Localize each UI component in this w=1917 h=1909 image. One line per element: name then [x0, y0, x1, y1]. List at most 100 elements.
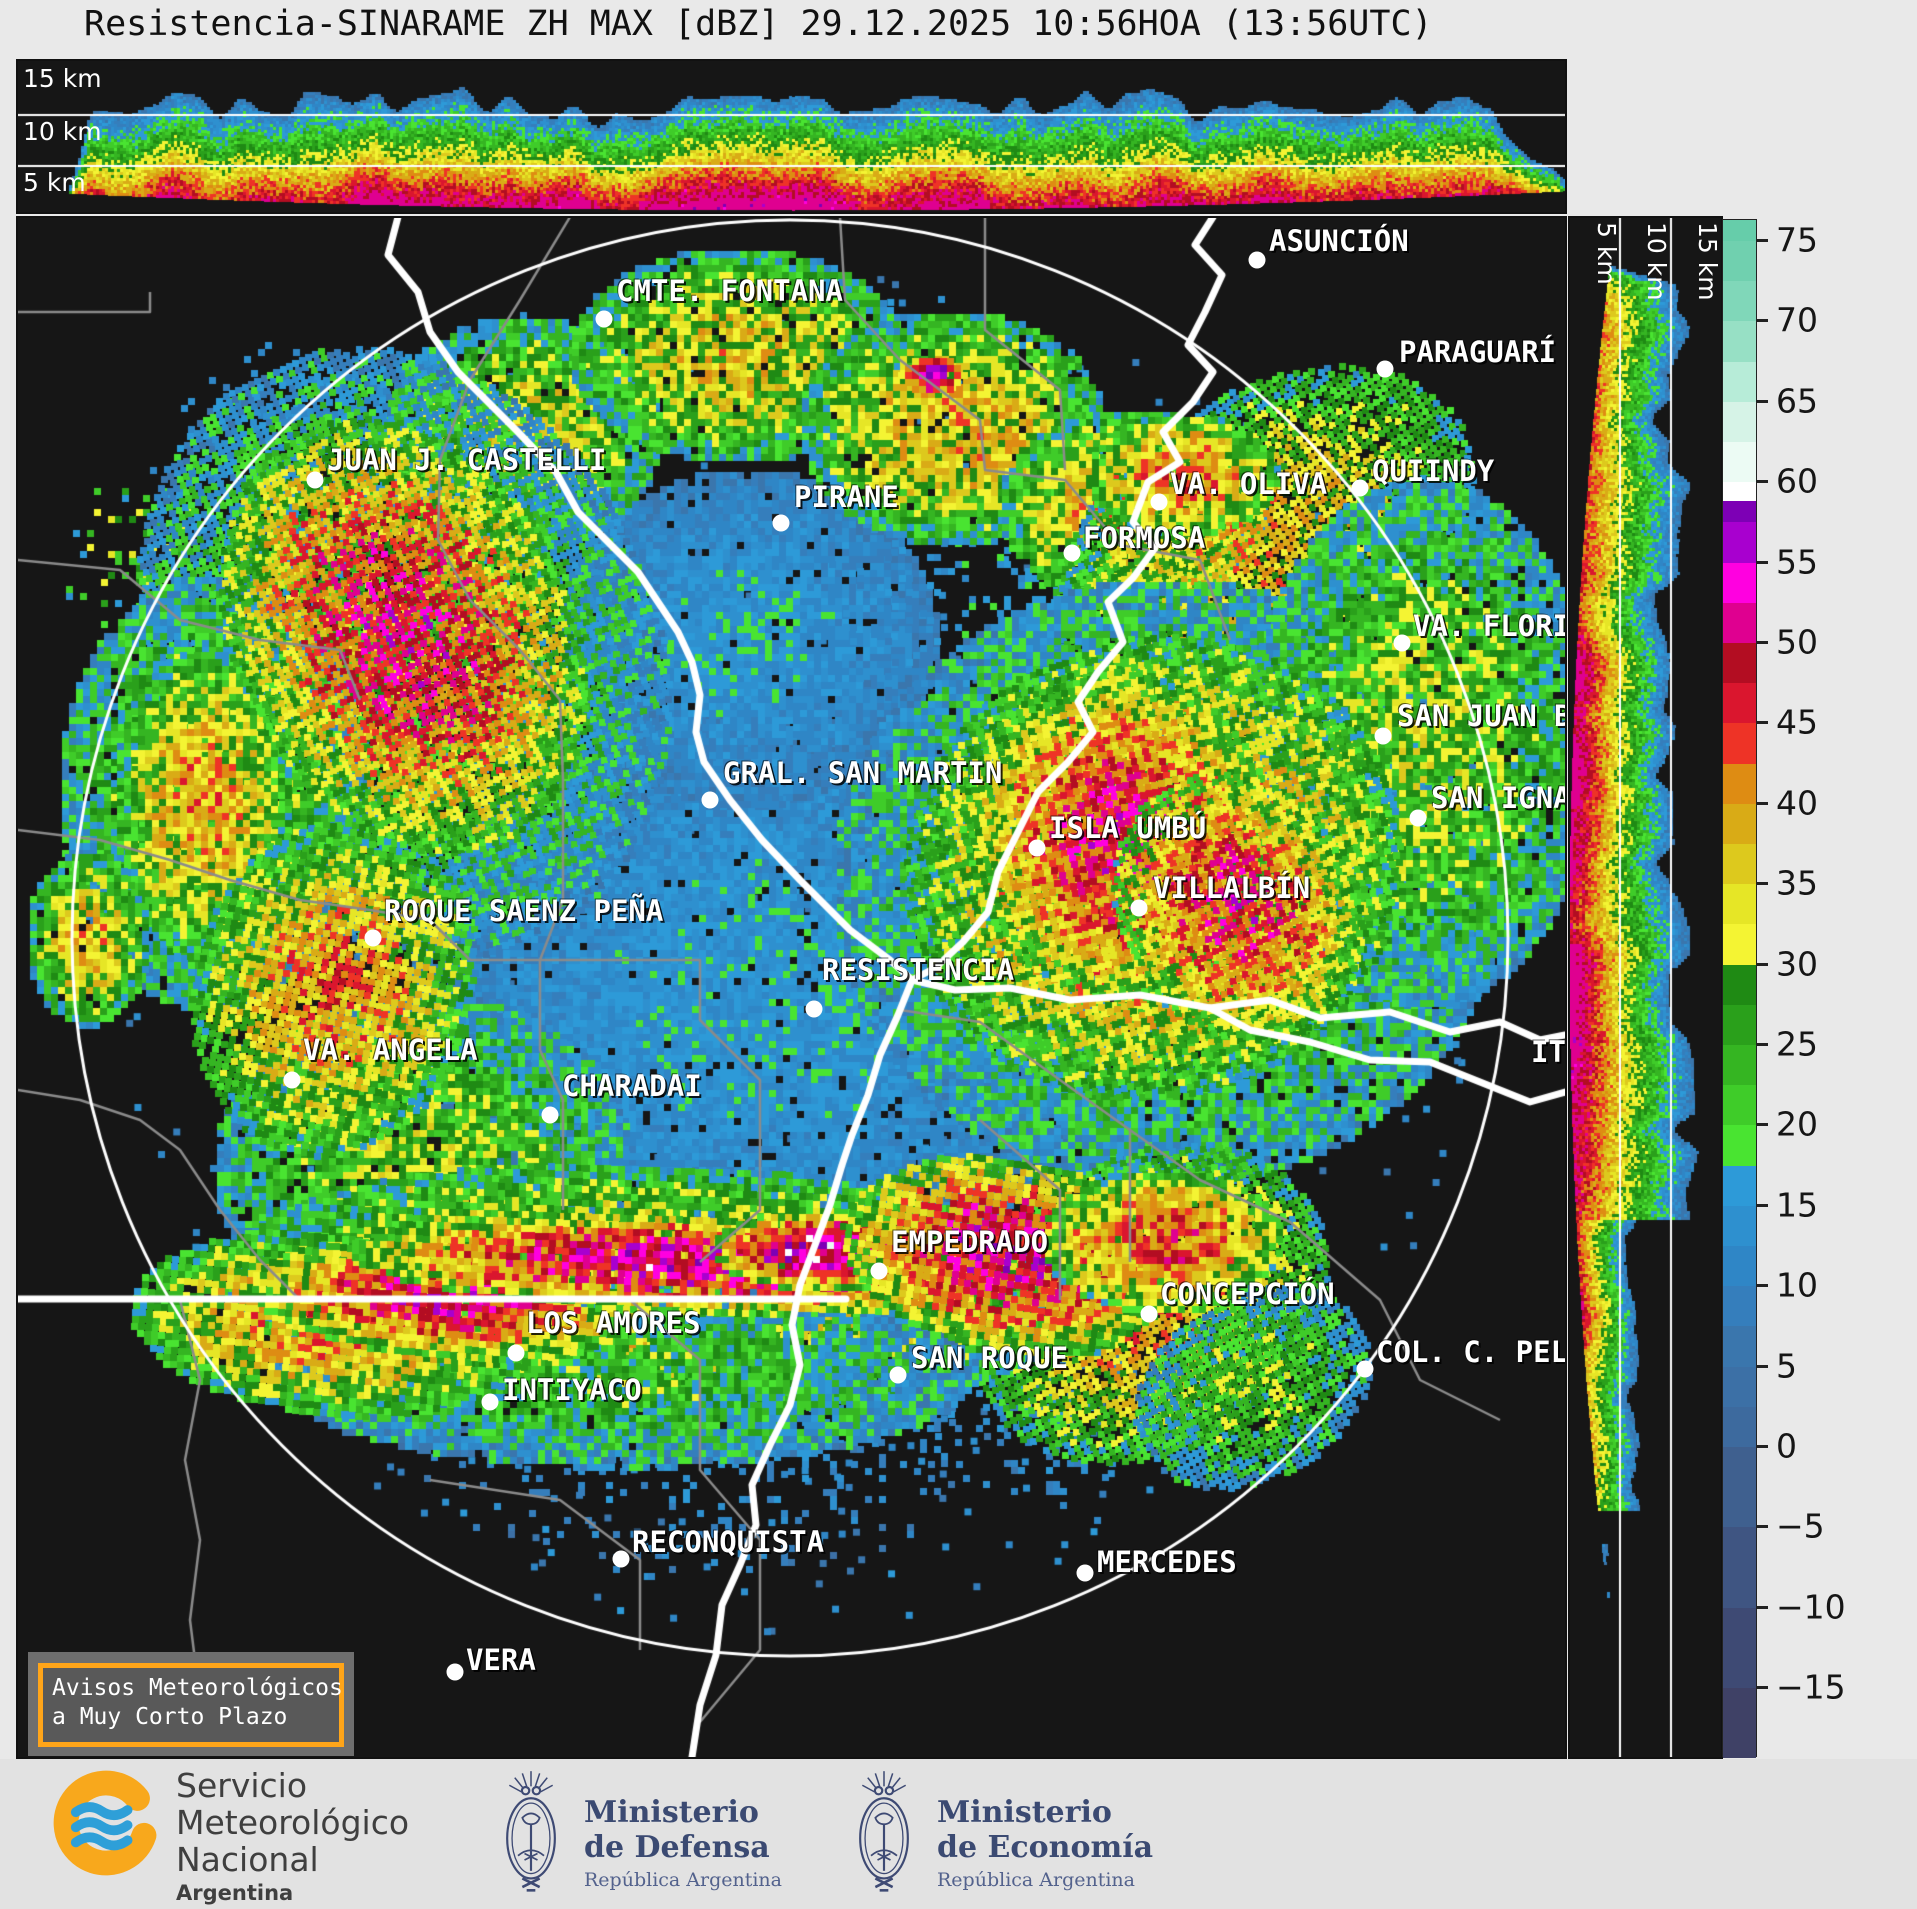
- colorbar-tick: [1757, 1284, 1768, 1288]
- colorbar-segment: [1723, 482, 1756, 502]
- colorbar-tick-label: 25: [1776, 1024, 1818, 1064]
- top-cross-section-canvas: [18, 61, 1565, 212]
- city-dot: [701, 791, 719, 809]
- city-label: INTIYACO: [502, 1373, 642, 1407]
- city-dot: [446, 1663, 464, 1681]
- colorbar-segment: [1723, 1085, 1756, 1126]
- right-panel-km-label: 5 km: [1592, 222, 1621, 285]
- colorbar-tick: [1757, 962, 1768, 966]
- colorbar-segment: [1723, 1125, 1756, 1166]
- defensa-line-2: de Defensa: [584, 1830, 770, 1865]
- city-label: LOS AMORES: [526, 1306, 701, 1340]
- city-label: CMTE. FONTANA: [616, 274, 843, 308]
- colorbar-segment: [1723, 1366, 1756, 1407]
- city-dot: [870, 1262, 888, 1280]
- economia-line-1: Ministerio: [937, 1795, 1112, 1830]
- colorbar-tick-label: −15: [1776, 1667, 1846, 1707]
- defensa-emblem-icon: [506, 1771, 556, 1892]
- smn-line-2: Meteorológico: [176, 1803, 410, 1842]
- colorbar-tick-label: 70: [1776, 300, 1818, 340]
- colorbar-tick: [1757, 882, 1768, 886]
- top-panel-km-label: 15 km: [23, 64, 102, 93]
- colorbar-tick-label: 0: [1776, 1426, 1797, 1466]
- city-dot: [364, 929, 382, 947]
- colorbar-segment: [1723, 964, 1756, 1005]
- colorbar-tick-label: 50: [1776, 622, 1818, 662]
- colorbar-tick-label: 15: [1776, 1185, 1818, 1225]
- dbz-colorbar: [1722, 219, 1757, 1758]
- radar-map-canvas: [18, 218, 1565, 1757]
- city-label: RESISTENCIA: [822, 953, 1015, 987]
- colorbar-tick: [1757, 721, 1768, 725]
- colorbar-segment: [1723, 1326, 1756, 1367]
- warning-box-inner: Avisos Meteorológicos a Muy Corto Plazo: [38, 1663, 344, 1747]
- city-label: QUIINDY: [1372, 454, 1495, 488]
- colorbar-segment: [1723, 281, 1756, 322]
- city-dot: [283, 1071, 301, 1089]
- colorbar-segment: [1723, 803, 1756, 844]
- colorbar-segment: [1723, 924, 1756, 965]
- economia-text: Ministerio de Economía República Argenti…: [937, 1795, 1153, 1891]
- city-dot: [541, 1106, 559, 1124]
- colorbar-segment: [1723, 1205, 1756, 1246]
- city-dot: [1130, 899, 1148, 917]
- city-label: PIRANE: [794, 480, 899, 514]
- city-label: PARAGUARÍ: [1399, 335, 1557, 369]
- colorbar-segment: [1723, 602, 1756, 643]
- warning-box: Avisos Meteorológicos a Muy Corto Plazo: [28, 1652, 354, 1756]
- colorbar-tick-label: 20: [1776, 1104, 1818, 1144]
- city-dot: [805, 1000, 823, 1018]
- city-label: MERCEDES: [1097, 1545, 1237, 1579]
- colorbar-tick: [1757, 399, 1768, 403]
- city-label: ROQUE SAENZ PEÑA: [384, 894, 664, 928]
- colorbar-tick-label: 60: [1776, 461, 1818, 501]
- city-dot: [612, 1550, 630, 1568]
- top-cross-section-panel: [16, 59, 1567, 214]
- colorbar-segment: [1723, 1045, 1756, 1086]
- smn-text: Servicio Meteorológico Nacional Argentin…: [176, 1767, 409, 1905]
- city-dot: [772, 514, 790, 532]
- right-cross-section-canvas: [1570, 218, 1721, 1757]
- city-label: GRAL. SAN MARTIN: [723, 756, 1003, 790]
- colorbar-tick: [1757, 239, 1768, 242]
- colorbar-tick: [1757, 1686, 1768, 1690]
- colorbar-segment: [1723, 1607, 1756, 1689]
- footer: Servicio Meteorológico Nacional Argentin…: [0, 1759, 1917, 1909]
- city-label: RECONQUISTA: [632, 1525, 825, 1559]
- city-label: EMPEDRADO: [891, 1225, 1049, 1259]
- city-dot: [1140, 1305, 1158, 1323]
- colorbar-segment: [1723, 1286, 1756, 1327]
- colorbar-segment: [1723, 1004, 1756, 1045]
- city-dot: [1409, 809, 1427, 827]
- colorbar-segment: [1723, 1688, 1756, 1758]
- smn-logo-icon: [53, 1770, 159, 1876]
- colorbar-segment: [1723, 1527, 1756, 1608]
- smn-sub: Argentina: [176, 1881, 294, 1905]
- city-label: CONCEPCIÓN: [1160, 1277, 1335, 1311]
- city-dot: [1376, 360, 1394, 378]
- city-dot: [1393, 634, 1411, 652]
- city-label: VERA: [466, 1643, 536, 1677]
- city-label: VILLALBÍN: [1153, 871, 1311, 905]
- city-dot: [1076, 1564, 1094, 1582]
- city-dot: [1028, 839, 1046, 857]
- colorbar-tick-label: 55: [1776, 542, 1818, 582]
- city-label: VA. OLIVA: [1170, 467, 1328, 501]
- top-panel-km-label: 5 km: [23, 168, 86, 197]
- colorbar-segment: [1723, 643, 1756, 684]
- page-title: Resistencia-SINARAME ZH MAX [dBZ] 29.12.…: [84, 4, 1433, 44]
- economia-emblem-icon: [859, 1771, 909, 1892]
- colorbar-tick: [1757, 1364, 1768, 1368]
- colorbar-segment: [1723, 220, 1756, 241]
- colorbar-segment: [1723, 562, 1756, 603]
- economia-sub: República Argentina: [937, 1869, 1135, 1891]
- colorbar-segment: [1723, 1246, 1756, 1287]
- colorbar-tick-label: −5: [1776, 1506, 1825, 1546]
- colorbar-tick: [1757, 1043, 1768, 1046]
- defensa-line-1: Ministerio: [584, 1795, 759, 1830]
- colorbar-segment: [1723, 723, 1756, 764]
- radar-map-panel: CMTE. FONTANA ASUNCIÓN PARAGUARÍ PIRANE VA. …: [16, 216, 1567, 1759]
- colorbar-tick: [1757, 1203, 1768, 1207]
- city-dot: [1374, 727, 1392, 745]
- city-dot: [1248, 251, 1266, 269]
